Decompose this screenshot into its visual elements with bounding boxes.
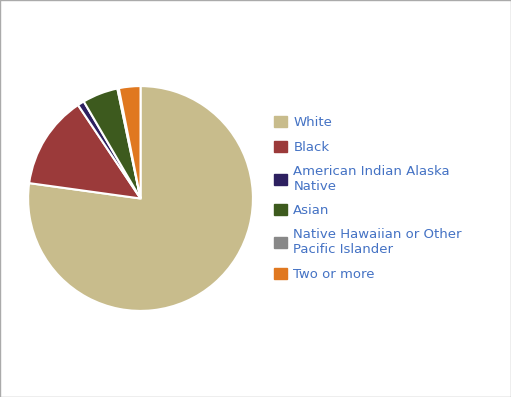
Wedge shape: [28, 86, 253, 311]
Wedge shape: [84, 89, 141, 198]
Wedge shape: [29, 105, 141, 198]
Legend: White, Black, American Indian Alaska
Native, Asian, Native Hawaiian or Other
Pac: White, Black, American Indian Alaska Nat…: [273, 116, 462, 281]
Wedge shape: [78, 102, 141, 198]
Wedge shape: [119, 86, 141, 198]
Wedge shape: [118, 88, 141, 198]
